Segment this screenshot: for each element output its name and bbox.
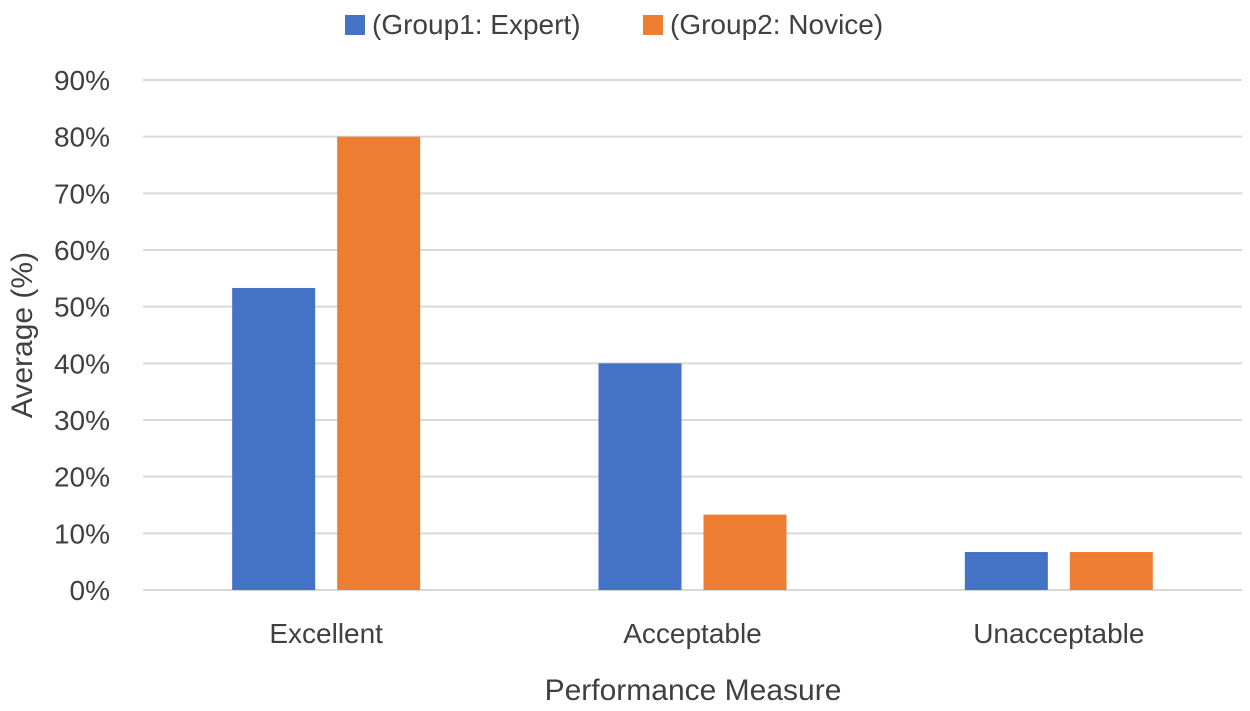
y-tick-label: 50% <box>54 292 110 323</box>
y-axis-ticks: 0% 10% 20% 30% 40% 50% 60% 70% 80% 90% <box>54 65 110 606</box>
legend-swatch <box>643 15 663 35</box>
y-axis-label: Average (%) <box>6 252 39 418</box>
y-tick-label: 90% <box>54 65 110 96</box>
legend-label: (Group1: Expert) <box>372 9 581 40</box>
x-tick-label: Unacceptable <box>973 618 1144 649</box>
legend-label: (Group2: Novice) <box>670 9 883 40</box>
x-tick-label: Excellent <box>269 618 383 649</box>
y-tick-label: 60% <box>54 235 110 266</box>
y-tick-label: 20% <box>54 462 110 493</box>
y-tick-label: 10% <box>54 518 110 549</box>
bar-unacceptable-series-1 <box>964 552 1048 590</box>
bars <box>232 136 1153 590</box>
y-tick-label: 70% <box>54 178 110 209</box>
y-tick-label: 0% <box>70 575 110 606</box>
bar-excellent-series-2 <box>337 136 421 590</box>
y-tick-label: 30% <box>54 405 110 436</box>
y-tick-label: 40% <box>54 348 110 379</box>
x-axis-ticks: Excellent Acceptable Unacceptable <box>269 618 1144 649</box>
bar-acceptable-series-2 <box>703 514 787 590</box>
bar-unacceptable-series-2 <box>1069 552 1153 590</box>
bar-acceptable-series-1 <box>598 363 682 590</box>
y-tick-label: 80% <box>54 122 110 153</box>
x-axis-label: Performance Measure <box>545 674 842 706</box>
legend-swatch <box>345 15 365 35</box>
gridlines <box>143 79 1242 591</box>
x-tick-label: Acceptable <box>623 618 762 649</box>
legend: (Group1: Expert) (Group2: Novice) <box>345 9 883 40</box>
bar-excellent-series-1 <box>232 287 316 590</box>
